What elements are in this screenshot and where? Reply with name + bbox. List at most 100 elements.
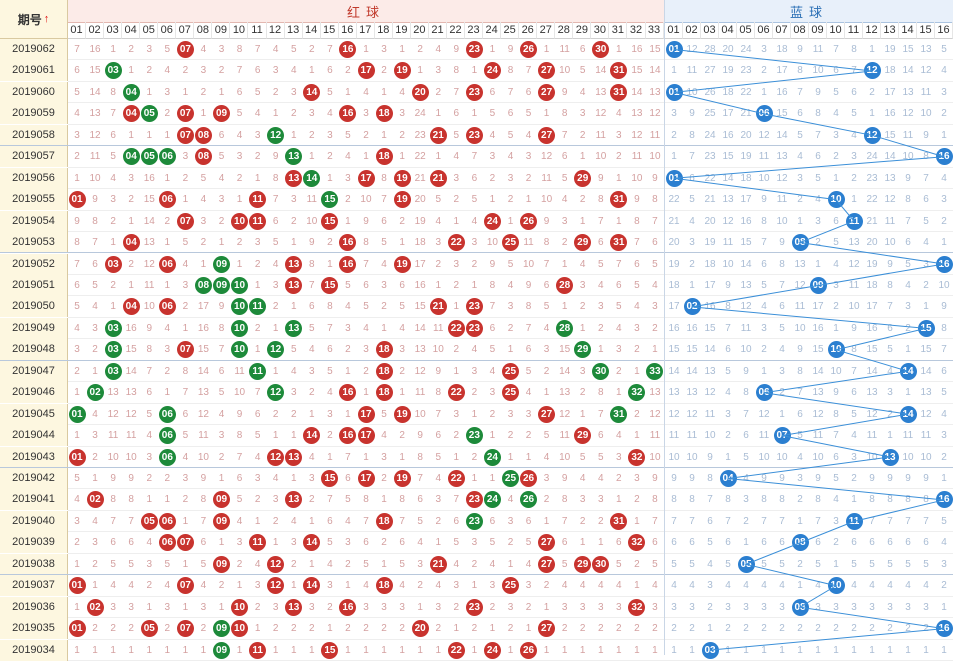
omission-cell: 15 (704, 322, 716, 334)
omission-cell: 8 (507, 65, 514, 77)
omission-cell: 8 (218, 322, 225, 334)
omission-cell: 10 (306, 215, 318, 227)
omission-cell: 10 (920, 108, 932, 120)
omission-cell: 9 (417, 430, 423, 442)
omission-cell: 1 (345, 86, 351, 98)
omission-cell: 11 (559, 44, 570, 55)
omission-cell: 1 (489, 623, 496, 635)
omission-cell: 1 (905, 387, 911, 399)
omission-cell: 5 (652, 258, 658, 270)
omission-cell: 1 (146, 644, 153, 656)
omission-cell: 3 (128, 172, 134, 184)
sort-up-arrow-icon[interactable]: ↑ (43, 13, 50, 25)
omission-cell: 1 (579, 537, 586, 549)
omission-cell: 12 (686, 44, 698, 55)
omission-cell: 8 (453, 65, 460, 77)
omission-cell: 2 (110, 279, 116, 291)
omission-cell: 2 (597, 322, 604, 334)
omission-cell: 16 (668, 322, 680, 334)
omission-cell: 9 (815, 86, 821, 98)
omission-cell: 2 (941, 215, 947, 227)
omission-cell: 11 (144, 279, 155, 291)
omission-cell: 6 (363, 279, 369, 291)
omission-cell: 15 (414, 301, 426, 313)
omission-cell: 2 (923, 623, 929, 635)
omission-cell: 1 (779, 408, 785, 420)
omission-cell: 9 (887, 258, 893, 270)
repeat-ball: 33 (646, 362, 664, 380)
omission-cell: 1 (254, 515, 261, 527)
omission-cell: 1 (309, 408, 315, 420)
omission-cell: 3 (634, 473, 640, 484)
omission-cell: 11 (523, 237, 534, 249)
omission-cell: 5 (309, 322, 315, 334)
omission-cell: 11 (541, 172, 552, 184)
omission-cell: 2 (489, 601, 496, 613)
omission-cell: 1 (435, 151, 441, 163)
repeat-ball: 23 (465, 427, 483, 445)
omission-cell: 1 (797, 215, 803, 227)
period-column-header[interactable]: 期号 ↑ (0, 0, 68, 39)
omission-cell: 10 (758, 451, 770, 463)
omission-cell: 5 (905, 558, 911, 570)
red-ball: 16 (339, 598, 357, 616)
omission-cell: 4 (471, 344, 478, 356)
omission-cell: 2 (941, 580, 947, 592)
omission-cell: 6 (74, 279, 80, 291)
omission-cell: 14 (740, 258, 752, 270)
red-ball: 31 (610, 512, 628, 530)
red-ball: 19 (393, 470, 411, 487)
omission-cell: 4 (110, 580, 116, 592)
omission-cell: 6 (597, 237, 604, 249)
omission-cell: 6 (905, 237, 911, 249)
blue-ball: 10 (827, 577, 845, 595)
omission-cell: 3 (905, 301, 911, 313)
omission-cell: 3 (453, 258, 460, 270)
omission-cell: 3 (923, 601, 929, 613)
omission-cell: 2 (833, 623, 839, 635)
omission-cell: 4 (345, 301, 351, 313)
omission-cell: 1 (254, 623, 261, 635)
omission-cell: 20 (740, 129, 752, 141)
omission-cell: 2 (218, 580, 225, 592)
omission-cell: 1 (164, 279, 171, 291)
omission-cell: 12 (668, 408, 680, 420)
omission-cell: 10 (722, 258, 734, 270)
red-number-header-row: 01 02 03 04 05 06 07 08 09 10 11 12 13 14 15 16 17 18 19 20… (68, 22, 664, 39)
period-cell: 2019062 (0, 39, 68, 60)
red-ball: 09 (213, 491, 230, 509)
red-ball: 18 (375, 384, 393, 402)
omission-cell: 16 (776, 86, 788, 98)
blue-ball: 11 (845, 512, 863, 530)
omission-cell: 6 (218, 129, 225, 141)
omission-cell: 1 (471, 279, 478, 291)
red-ball: 25 (501, 384, 519, 402)
omission-cell: 3 (381, 279, 387, 291)
table-row: 2019058 3 12 6 1 1 1 07 08 6 4 3 12 1 2 3 5 2 1 2 23 21 5 23 4 5 4… (0, 124, 953, 147)
omission-cell: 5 (164, 44, 171, 55)
omission-cell: 3 (561, 601, 568, 613)
omission-cell: 8 (761, 215, 767, 227)
omission-cell: 6 (525, 344, 532, 356)
period-cell: 2019058 (0, 124, 68, 146)
omission-cell: 4 (164, 322, 171, 334)
omission-cell: 4 (743, 473, 749, 484)
omission-cell: 7 (725, 322, 731, 334)
omission-cell: 1 (815, 258, 821, 270)
omission-cell: 3 (689, 601, 695, 613)
omission-cell: 15 (866, 344, 878, 356)
omission-cell: 6 (634, 258, 640, 270)
omission-cell: 4 (110, 172, 116, 184)
omission-cell: 7 (634, 237, 640, 249)
red-ball: 04 (122, 234, 140, 252)
omission-cell: 1 (345, 365, 351, 377)
omission-cell: 1 (74, 387, 80, 399)
omission-cell: 1 (507, 451, 514, 463)
omission-cell: 2 (543, 580, 550, 592)
blue-number-header-12: 12 (863, 22, 881, 39)
red-ball: 31 (610, 83, 628, 101)
omission-cell: 5 (851, 108, 857, 120)
omission-cell: 2 (905, 322, 911, 334)
omission-cell: 3 (489, 151, 496, 163)
omission-cell: 3 (525, 408, 532, 420)
